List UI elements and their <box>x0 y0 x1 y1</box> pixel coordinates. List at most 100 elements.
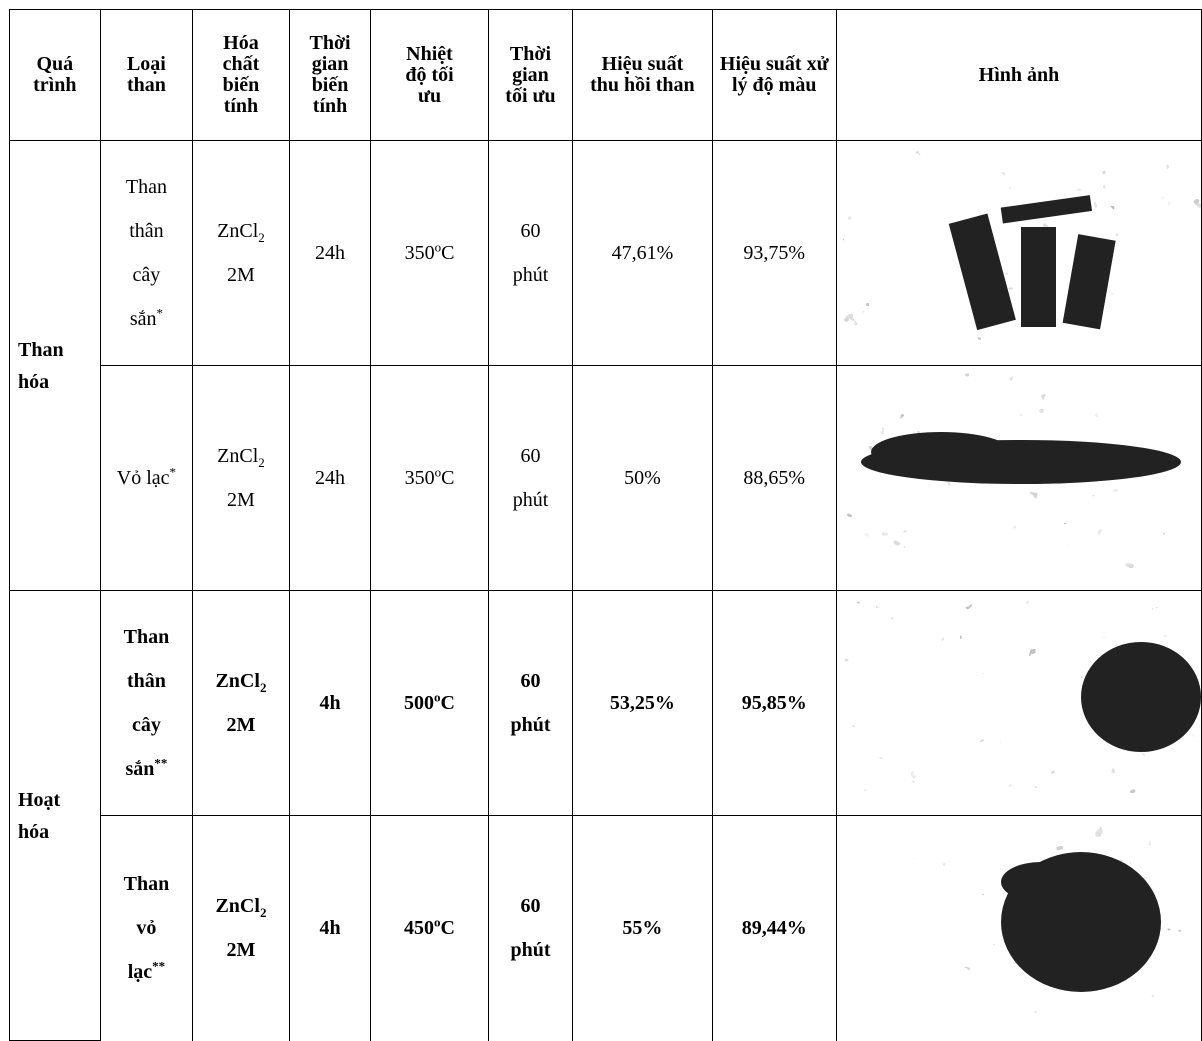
cell-text: 60 phút <box>504 884 556 972</box>
header-cell: Thời gian biến tính <box>289 10 371 141</box>
header-cell: Hiệu suất thu hồi than <box>573 10 712 141</box>
header-text: Hóa chất biến tính <box>211 33 271 117</box>
text-part: ZnCl <box>215 895 259 917</box>
data-cell: ZnCl2 2M <box>193 141 290 366</box>
text-part: 93,75% <box>743 242 805 264</box>
cell-text: 350oC <box>405 456 455 500</box>
data-cell: 89,44% <box>712 816 836 1041</box>
data-cell: 60 phút <box>488 141 573 366</box>
text-part: 2M <box>227 489 255 511</box>
text-part: 55% <box>622 917 662 939</box>
data-cell: Vỏ lạc* <box>100 366 193 591</box>
subscript: 2 <box>258 455 265 470</box>
image-cell <box>836 591 1201 816</box>
text-part: 450 <box>404 917 434 939</box>
text-part: ZnCl <box>217 445 258 467</box>
data-table: Quá trình Loại than Hóa chất biến tính Thời… <box>9 9 1202 1041</box>
data-cell: Than vỏ lạc** <box>100 816 193 1041</box>
header-text: Thời gian biến tính <box>303 33 358 117</box>
process-cell: Hoạt hóa <box>10 591 101 1041</box>
cell-text: 47,61% <box>612 231 674 275</box>
data-cell: 60 phút <box>488 366 573 591</box>
data-cell: 95,85% <box>712 591 836 816</box>
cell-text: 4h <box>319 681 340 725</box>
data-cell: ZnCl2 2M <box>193 591 290 816</box>
cell-text: 55% <box>622 906 662 950</box>
table-row: Than vỏ lạc**ZnCl2 2M 4h 450oC 60 phút 55% 89… <box>10 816 1202 1041</box>
text-part: 88,65% <box>743 467 805 489</box>
header-text: Hiệu suất thu hồi than <box>587 54 697 96</box>
data-cell: 350oC <box>371 141 488 366</box>
text-part: 47,61% <box>612 242 674 264</box>
data-cell: 60 phút <box>488 816 573 1041</box>
data-cell: 88,65% <box>712 366 836 591</box>
superscript: * <box>170 464 177 479</box>
cell-text: 4h <box>319 906 340 950</box>
header-cell: Thời gian tối ưu <box>488 10 573 141</box>
text-part: 95,85% <box>742 692 807 714</box>
data-cell: 350oC <box>371 366 488 591</box>
process-text: Hoạt hóa <box>18 784 78 848</box>
text-part: 60 phút <box>510 895 550 961</box>
data-cell: ZnCl2 2M <box>193 816 290 1041</box>
cell-text: Than thân cây sắn* <box>115 165 177 341</box>
data-cell: 4h <box>289 591 371 816</box>
cell-text: 93,75% <box>743 231 805 275</box>
header-text: Nhiệt độ tối ưu <box>395 44 465 107</box>
data-cell: 50% <box>573 366 712 591</box>
header-cell: Loại than <box>100 10 193 141</box>
subscript: 2 <box>260 905 267 920</box>
text-part: 24h <box>315 242 345 264</box>
header-row: Quá trình Loại than Hóa chất biến tính Thời… <box>10 10 1202 141</box>
cell-text: 24h <box>315 456 345 500</box>
cell-text: 89,44% <box>742 906 807 950</box>
text-part: 24h <box>315 467 345 489</box>
data-cell: 4h <box>289 816 371 1041</box>
process-text: Than hóa <box>18 334 78 398</box>
cell-text: Than thân cây sắn** <box>115 615 177 791</box>
page: Table {"table": { "header": ["Quá trình"… <box>0 0 1202 1018</box>
superscript: ** <box>152 959 165 974</box>
sample-photo <box>841 597 1201 793</box>
data-cell: Than thân cây sắn* <box>100 141 193 366</box>
data-cell: 24h <box>289 141 371 366</box>
text-part: ZnCl <box>215 670 259 692</box>
text-part: Vỏ lạc <box>117 467 170 489</box>
text-part: C <box>441 692 455 714</box>
text-part: 2M <box>227 714 256 736</box>
header-text: Loại than <box>116 54 176 96</box>
sample-photo <box>841 372 1201 568</box>
data-cell: 93,75% <box>712 141 836 366</box>
header-text: Quá trình <box>25 54 85 96</box>
header-text: Hiệu suất xử lý độ màu <box>719 54 829 96</box>
data-cell: ZnCl2 2M <box>193 366 290 591</box>
data-cell: 47,61% <box>573 141 712 366</box>
data-cell: 500oC <box>371 591 488 816</box>
subscript: 2 <box>258 230 265 245</box>
cell-text: 60 phút <box>504 659 556 747</box>
text-part: 60 phút <box>510 670 550 736</box>
header-text: Thời gian tối ưu <box>500 44 560 107</box>
cell-text: ZnCl2 2M <box>206 884 276 972</box>
text-part: 60 phút <box>513 220 549 286</box>
text-part: 4h <box>319 692 340 714</box>
text-part: 500 <box>404 692 434 714</box>
text-part: 89,44% <box>742 917 807 939</box>
image-cell <box>836 141 1201 366</box>
cell-text: 95,85% <box>742 681 807 725</box>
cell-text: 450oC <box>404 906 455 950</box>
data-cell: 24h <box>289 366 371 591</box>
process-cell: Than hóa <box>10 141 101 591</box>
image-cell <box>836 816 1201 1041</box>
data-cell: 450oC <box>371 816 488 1041</box>
cell-text: ZnCl2 2M <box>206 659 276 747</box>
subscript: 2 <box>260 680 267 695</box>
cell-text: 88,65% <box>743 456 805 500</box>
text-part: 350 <box>405 242 435 264</box>
text-part: 4h <box>319 917 340 939</box>
text-part: 2M <box>227 264 255 286</box>
text-part: 60 phút <box>513 445 549 511</box>
header-cell: Hóa chất biến tính <box>193 10 290 141</box>
